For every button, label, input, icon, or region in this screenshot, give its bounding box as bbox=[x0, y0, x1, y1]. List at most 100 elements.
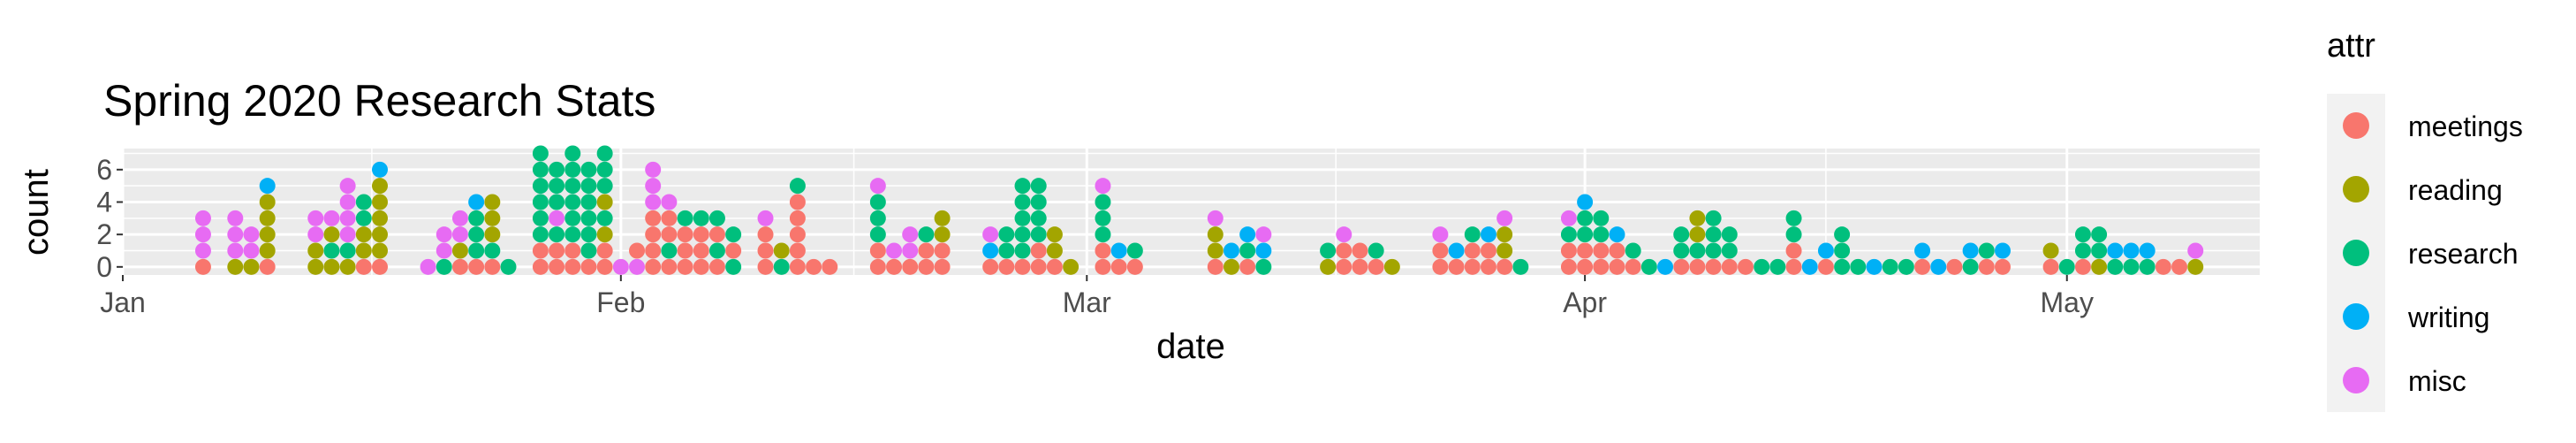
dot-meetings bbox=[372, 258, 389, 275]
dot-research bbox=[532, 145, 549, 162]
dot-misc bbox=[1432, 226, 1449, 243]
dot-meetings bbox=[1239, 258, 1256, 275]
dot-reading bbox=[323, 258, 340, 275]
dot-meetings bbox=[1352, 242, 1368, 259]
dot-meetings bbox=[918, 258, 935, 275]
x-axis: Jan Feb Mar Apr May bbox=[100, 275, 2094, 318]
dot-meetings bbox=[708, 226, 725, 243]
dot-meetings bbox=[1432, 242, 1449, 259]
dots-layer bbox=[194, 145, 2204, 275]
dot-research bbox=[918, 226, 935, 243]
dot-meetings bbox=[645, 242, 662, 259]
y-tick-label: 6 bbox=[96, 154, 112, 186]
dot-meetings bbox=[693, 226, 709, 243]
y-axis-label: count bbox=[17, 169, 56, 256]
dot-research bbox=[725, 226, 742, 243]
dot-meetings bbox=[484, 258, 501, 275]
dot-meetings bbox=[194, 258, 211, 275]
dot-research bbox=[580, 210, 597, 226]
dot-research bbox=[549, 178, 565, 195]
dot-research bbox=[2107, 258, 2124, 275]
dot-meetings bbox=[869, 242, 886, 259]
dot-meetings bbox=[1978, 258, 1995, 275]
dot-reading bbox=[596, 226, 613, 243]
dot-meetings bbox=[1480, 242, 1496, 259]
dot-writing bbox=[1994, 242, 2011, 259]
dot-writing bbox=[1239, 226, 1256, 243]
dot-reading bbox=[1063, 258, 1080, 275]
dot-reading bbox=[1689, 226, 1706, 243]
y-tick-label: 4 bbox=[96, 187, 112, 218]
dot-reading bbox=[773, 242, 790, 259]
dot-research bbox=[1834, 242, 1851, 259]
dot-meetings bbox=[1609, 258, 1625, 275]
legend-swatch-writing bbox=[2343, 303, 2369, 330]
dot-meetings bbox=[934, 242, 951, 259]
dot-misc bbox=[982, 226, 999, 243]
dot-research bbox=[1834, 258, 1851, 275]
dot-meetings bbox=[1705, 258, 1722, 275]
dot-meetings bbox=[1689, 258, 1706, 275]
dot-research bbox=[1962, 258, 1979, 275]
dot-misc bbox=[902, 242, 919, 259]
dot-misc bbox=[194, 242, 211, 259]
dot-research bbox=[1095, 194, 1111, 210]
dot-research bbox=[998, 226, 1015, 243]
dot-research bbox=[1785, 226, 1802, 243]
dot-research bbox=[564, 145, 581, 162]
dot-research bbox=[1512, 258, 1529, 275]
dot-research bbox=[1126, 242, 1143, 259]
dot-writing bbox=[1609, 226, 1625, 243]
dot-meetings bbox=[1625, 258, 1641, 275]
dot-misc bbox=[629, 258, 646, 275]
dot-reading bbox=[2091, 258, 2108, 275]
dot-reading bbox=[1383, 258, 1400, 275]
dot-meetings bbox=[1577, 242, 1594, 259]
dot-meetings bbox=[1014, 258, 1031, 275]
dot-research bbox=[1689, 242, 1706, 259]
dot-misc bbox=[1336, 226, 1352, 243]
dot-reading bbox=[372, 242, 389, 259]
dot-research bbox=[677, 210, 693, 226]
dot-research bbox=[564, 194, 581, 210]
dot-reading bbox=[1223, 258, 1239, 275]
dot-meetings bbox=[1560, 258, 1577, 275]
dot-research bbox=[532, 226, 549, 243]
dot-meetings bbox=[1030, 258, 1047, 275]
dot-research bbox=[564, 161, 581, 178]
dot-misc bbox=[339, 194, 356, 210]
dot-research bbox=[532, 210, 549, 226]
dot-meetings bbox=[934, 258, 951, 275]
dot-research bbox=[564, 210, 581, 226]
dot-writing bbox=[1577, 194, 1594, 210]
dot-meetings bbox=[757, 242, 774, 259]
dot-meetings bbox=[693, 258, 709, 275]
dot-reading bbox=[484, 210, 501, 226]
dot-meetings bbox=[1817, 258, 1834, 275]
dot-research bbox=[1754, 258, 1770, 275]
dot-research bbox=[1705, 242, 1722, 259]
y-tick-label: 0 bbox=[96, 251, 112, 283]
dot-research bbox=[1769, 258, 1786, 275]
dot-meetings bbox=[1721, 258, 1738, 275]
dot-research bbox=[2123, 258, 2140, 275]
dot-misc bbox=[307, 210, 324, 226]
dot-research bbox=[1898, 258, 1914, 275]
dot-meetings bbox=[1432, 258, 1449, 275]
dot-misc bbox=[661, 194, 678, 210]
dot-meetings bbox=[1785, 242, 1802, 259]
dot-research bbox=[580, 178, 597, 195]
dot-research bbox=[339, 242, 356, 259]
dot-writing bbox=[1448, 242, 1465, 259]
dot-research bbox=[1095, 226, 1111, 243]
dot-research bbox=[1030, 210, 1047, 226]
dot-research bbox=[1593, 210, 1610, 226]
dot-reading bbox=[259, 242, 276, 259]
dot-writing bbox=[2107, 242, 2124, 259]
dot-misc bbox=[902, 226, 919, 243]
dot-research bbox=[549, 194, 565, 210]
dot-reading bbox=[372, 178, 389, 195]
dot-research bbox=[532, 178, 549, 195]
dot-research bbox=[998, 242, 1015, 259]
